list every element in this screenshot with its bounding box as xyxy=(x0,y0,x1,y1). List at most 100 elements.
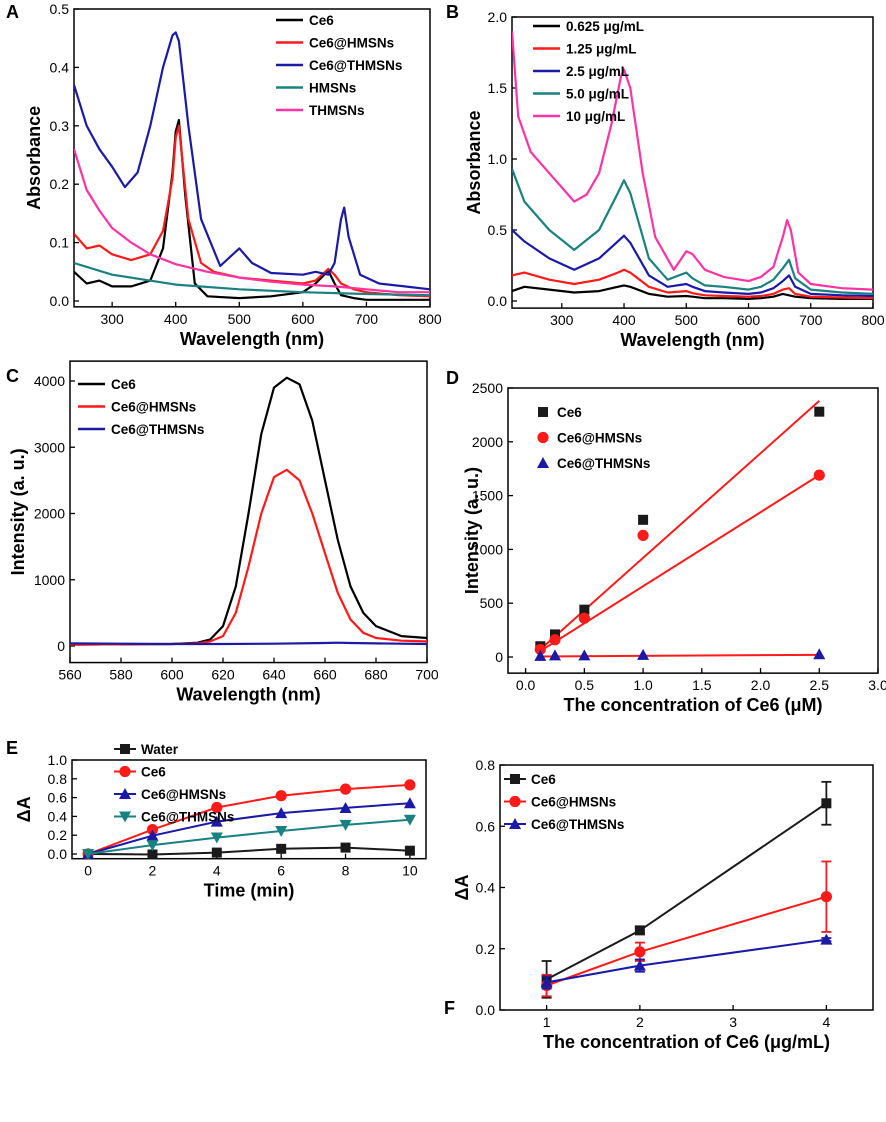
data-layer xyxy=(70,376,427,646)
x-tick-label: 800 xyxy=(861,312,885,328)
series-ce6-thmsns-point xyxy=(548,649,561,661)
data-layer xyxy=(512,31,873,300)
axes-frame xyxy=(507,387,879,674)
chart-panel-d: D 0.0 0.5 1.0 1.5 2.0 2.5 3.0 0 500 1000 1500 2000 25… xyxy=(446,368,886,715)
legend-swatch xyxy=(119,765,131,778)
legend-label: Ce6 xyxy=(141,765,166,780)
y-tick-label: 0.2 xyxy=(476,941,496,957)
series-ce6-line xyxy=(74,118,430,301)
series-ce6-thmsns-point xyxy=(578,649,591,661)
series-5-0-g-ml-line xyxy=(512,168,873,295)
y-tick-label: 0.3 xyxy=(50,118,70,134)
series-ce6-hmsns-point xyxy=(549,634,561,646)
legend-swatch xyxy=(120,744,130,754)
x-tick-label: 8 xyxy=(342,863,350,879)
legend-swatch xyxy=(119,788,131,799)
panel-letter: A xyxy=(6,2,19,22)
series-ce6-thmsns-point xyxy=(633,959,646,971)
series-ce6-thmsns-point xyxy=(813,648,826,660)
axes-frame xyxy=(73,8,431,308)
series-ce6-thmsns-point xyxy=(637,648,650,660)
y-tick-label: 0 xyxy=(57,638,65,654)
legend-label: Ce6 xyxy=(111,377,136,392)
series-ce6-line xyxy=(70,376,427,646)
x-tick-label: 2.0 xyxy=(751,677,771,693)
y-tick-label: 500 xyxy=(480,595,504,611)
legend-label: Ce6@HMSNs xyxy=(141,787,226,802)
x-tick-label: 620 xyxy=(211,667,235,683)
y-axis-title: Absorbance xyxy=(464,111,484,215)
data-layer xyxy=(82,779,416,859)
legend-label: Ce6@THMSNs xyxy=(309,58,402,73)
x-tick-label: 10 xyxy=(402,863,418,879)
y-axis-title: Absorbance xyxy=(24,106,44,210)
y-tick-label: 0.0 xyxy=(476,1002,496,1018)
series-ce6-hmsns-point xyxy=(210,815,223,827)
x-tick-label: 0 xyxy=(84,863,92,879)
series-ce6-point xyxy=(821,798,832,809)
y-tick-label: 0.5 xyxy=(50,1,70,17)
data-layer xyxy=(534,400,826,661)
y-tick-label: 0.2 xyxy=(50,176,70,192)
x-tick-label: 1 xyxy=(543,1014,551,1030)
chart-panel-a: A 300 400 500 600 700 800 0.0 0.1 0.2 0.3 0.4 0.5 Wav… xyxy=(6,1,442,349)
series-ce6-hmsns-point xyxy=(637,529,649,542)
legend-label: 0.625 μg/mL xyxy=(566,19,644,34)
x-tick-label: 6 xyxy=(277,863,285,879)
series-ce6-point xyxy=(404,779,416,791)
y-tick-label: 0.4 xyxy=(476,880,496,896)
series-ce6-thmsns-point xyxy=(339,819,352,831)
data-layer xyxy=(74,31,430,301)
y-tick-label: 2000 xyxy=(472,434,503,450)
axes-frame xyxy=(71,759,427,860)
series-ce6-hmsns-point xyxy=(275,807,288,819)
y-tick-label: 0.0 xyxy=(50,293,70,309)
series-ce6-hmsns-line xyxy=(74,124,430,298)
x-tick-label: 500 xyxy=(228,311,252,327)
y-tick-label: 0.8 xyxy=(476,757,496,773)
series-ce6-thmsns-line xyxy=(87,818,410,855)
series-water-line xyxy=(88,846,410,856)
chart-panel-c: C 560 580 600 620 640 660 680 700 0 1000 2000 3000 40… xyxy=(6,360,439,705)
series-ce6-hmsns-point xyxy=(820,891,832,903)
series-hmsns-line xyxy=(74,261,430,297)
x-axis-title: Wavelength (nm) xyxy=(176,685,320,705)
y-tick-label: 0.5 xyxy=(488,222,508,238)
legend-label: Ce6 xyxy=(309,13,334,28)
series-ce6-thmsns-line xyxy=(74,31,430,291)
legend-label: Ce6@THMSNs xyxy=(141,810,234,825)
x-tick-label: 560 xyxy=(58,667,82,683)
series-water-point xyxy=(211,847,222,858)
series-ce6-thmsns-point xyxy=(146,840,159,852)
axes-frame xyxy=(69,360,428,664)
x-axis-title: The concentration of Ce6 (μM) xyxy=(563,695,822,715)
y-tick-label: 0.2 xyxy=(48,827,68,843)
x-tick-label: 400 xyxy=(612,312,636,328)
data-layer xyxy=(540,780,833,999)
series-ce6-point xyxy=(638,514,649,525)
series-thmsns-line xyxy=(74,148,430,294)
series-ce6-thmsns-line xyxy=(546,938,827,984)
legend-label: Water xyxy=(141,742,179,757)
series-ce6-thmsns-point xyxy=(540,976,553,988)
series-ce6-hmsns-line xyxy=(87,802,410,855)
legend-label: HMSNs xyxy=(309,81,356,96)
y-axis-title: ΔA xyxy=(452,875,472,901)
series-water-point xyxy=(340,842,351,853)
panel-letter: E xyxy=(6,738,18,758)
legend-label: 1.25 μg/mL xyxy=(566,42,637,57)
x-tick-label: 800 xyxy=(418,311,442,327)
legend: Ce6 Ce6@HMSNs Ce6@THMSNs HMSNs THMSNs xyxy=(276,13,402,118)
legend-label: Ce6@THMSNs xyxy=(111,422,204,437)
series-ce6-point xyxy=(634,925,645,936)
y-tick-label: 1000 xyxy=(34,572,65,588)
legend-swatch xyxy=(537,457,549,468)
chart-panel-b: B 300 400 500 600 700 800 0.0 0.5 1.0 1.5 2.0 Wavele… xyxy=(446,2,885,350)
legend-swatch xyxy=(510,774,520,784)
x-tick-label: 500 xyxy=(675,312,699,328)
y-axis-title: ΔA xyxy=(14,796,34,822)
x-tick-label: 300 xyxy=(100,311,124,327)
x-tick-label: 3.0 xyxy=(868,677,886,693)
x-tick-label: 600 xyxy=(737,312,761,328)
x-tick-label: 300 xyxy=(550,312,574,328)
